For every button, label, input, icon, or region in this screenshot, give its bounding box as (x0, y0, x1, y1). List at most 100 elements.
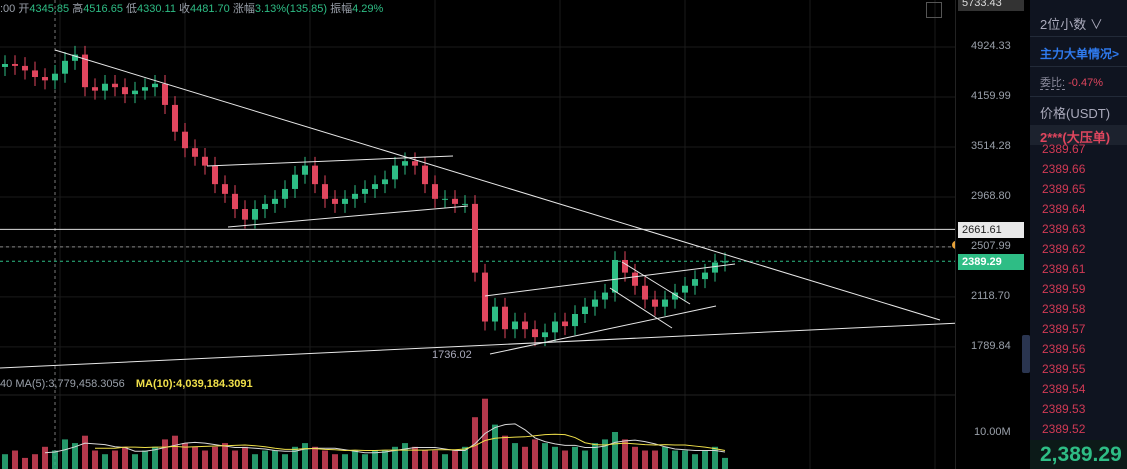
ratio-value: -0.47% (1068, 77, 1103, 89)
flag-line (609, 287, 673, 329)
candle-body (112, 83, 118, 88)
ask-price[interactable]: 2389.56 (1042, 342, 1086, 356)
ask-price[interactable]: 2389.65 (1042, 182, 1086, 196)
volume-bar (662, 446, 668, 469)
big-orders-link[interactable]: 主力大单情况> (1040, 45, 1119, 62)
volume-bar (242, 446, 248, 469)
low-value: 4330.11 (137, 3, 176, 15)
candle-body (712, 262, 718, 273)
volume-bar (332, 454, 338, 469)
ask-price[interactable]: 2389.61 (1042, 262, 1086, 276)
volume-bar (182, 443, 188, 469)
candle-body (162, 83, 168, 105)
close-label: 收 (179, 3, 191, 15)
candle-body (662, 299, 668, 307)
ask-price[interactable]: 2389.53 (1042, 402, 1086, 416)
volume-tick: 10.00M (974, 426, 1011, 438)
volume-bar (252, 454, 258, 469)
candle-body (182, 131, 188, 149)
last-price: 2,389.29 (1030, 440, 1127, 469)
big-ask-label: 2***(大压单) (1040, 130, 1111, 145)
ask-price[interactable]: 2389.59 (1042, 282, 1086, 296)
ask-price[interactable]: 2389.62 (1042, 242, 1086, 256)
rising-channel-bottom (489, 305, 717, 355)
open-label: 开 (18, 3, 30, 15)
volume-bar (172, 435, 178, 469)
candle-body (72, 54, 78, 61)
volume-bar (32, 454, 38, 469)
ask-price[interactable]: 2389.54 (1042, 382, 1086, 396)
price-tick: 1789.84 (971, 339, 1011, 352)
candle-body (362, 188, 368, 194)
ask-price[interactable]: 2389.63 (1042, 222, 1086, 236)
candle-body (252, 209, 258, 220)
candle-body (282, 188, 288, 199)
candle-body (82, 54, 88, 88)
panel-collapse-handle[interactable] (1022, 335, 1030, 373)
volume-bar (72, 443, 78, 469)
candle-body (442, 198, 448, 200)
volume-bar (22, 457, 28, 469)
candle-body (552, 321, 558, 333)
ask-price[interactable]: 2389.67 (1042, 142, 1086, 156)
volume-ma-line (44, 423, 726, 454)
candle-body (322, 184, 328, 199)
volume-bar (92, 450, 98, 469)
volume-bar (392, 446, 398, 469)
volume-bar (262, 450, 268, 469)
candle-body (2, 63, 8, 67)
ask-price[interactable]: 2389.58 (1042, 302, 1086, 316)
ask-price[interactable]: 2389.52 (1042, 422, 1086, 436)
volume-bar (342, 454, 348, 469)
time: :00 (0, 3, 16, 15)
volume-bar (222, 443, 228, 469)
vol-value: 40 (0, 378, 13, 390)
candle-body (102, 83, 108, 91)
low-annotation: 1736.02 (432, 349, 472, 361)
ask-price[interactable]: 2389.55 (1042, 362, 1086, 376)
volume-bar (152, 446, 158, 469)
ask-price[interactable]: 2389.64 (1042, 202, 1086, 216)
volume-bar (492, 424, 498, 469)
volume-bar (422, 450, 428, 469)
candle-body (292, 174, 298, 189)
decimals-dropdown[interactable]: 2位小数 ∨ (1040, 14, 1103, 33)
high-value: 4516.65 (83, 3, 123, 15)
low-label: 低 (126, 3, 138, 15)
candle-body (622, 259, 628, 273)
candle-body (212, 165, 218, 185)
volume-bar (292, 446, 298, 469)
volume-bar (442, 454, 448, 469)
candle-body (602, 292, 608, 300)
price-header: 价格(USDT) (1040, 106, 1111, 121)
price-axis[interactable]: 5733.43 4924.33 4159.99 3514.28 2968.80 2507… (955, 0, 1026, 469)
ask-price[interactable]: 2389.66 (1042, 162, 1086, 176)
ask-price[interactable]: 2389.57 (1042, 322, 1086, 336)
volume-bar (302, 443, 308, 469)
candle-body (612, 259, 618, 293)
volume-bar (562, 450, 568, 469)
volume-bar (202, 450, 208, 469)
candle-body (422, 165, 428, 185)
volume-bar (572, 446, 578, 469)
price-tick: 4159.99 (971, 89, 1011, 102)
candle-body (272, 198, 278, 204)
candle-body (42, 77, 48, 81)
fullscreen-icon[interactable] (926, 2, 942, 18)
volume-bar (362, 454, 368, 469)
volume-bar (282, 454, 288, 469)
candle-body (492, 306, 498, 322)
volume-bar (192, 446, 198, 469)
volume-bar (472, 417, 478, 469)
candlestick-chart[interactable]: 1736.02 (0, 0, 955, 469)
change-label: 涨幅 (232, 3, 255, 15)
candle-body (512, 321, 518, 330)
candle-body (462, 203, 468, 205)
ma5-value: MA(5):3,779,458.3056 (15, 378, 125, 390)
volume-bar (132, 454, 138, 469)
volume-bar (312, 446, 318, 469)
candle-body (232, 193, 238, 210)
chevron-down-icon: ∨ (1089, 17, 1103, 32)
high-label: 高 (72, 3, 84, 15)
change-value: 3.13%(135.85) (254, 3, 328, 15)
